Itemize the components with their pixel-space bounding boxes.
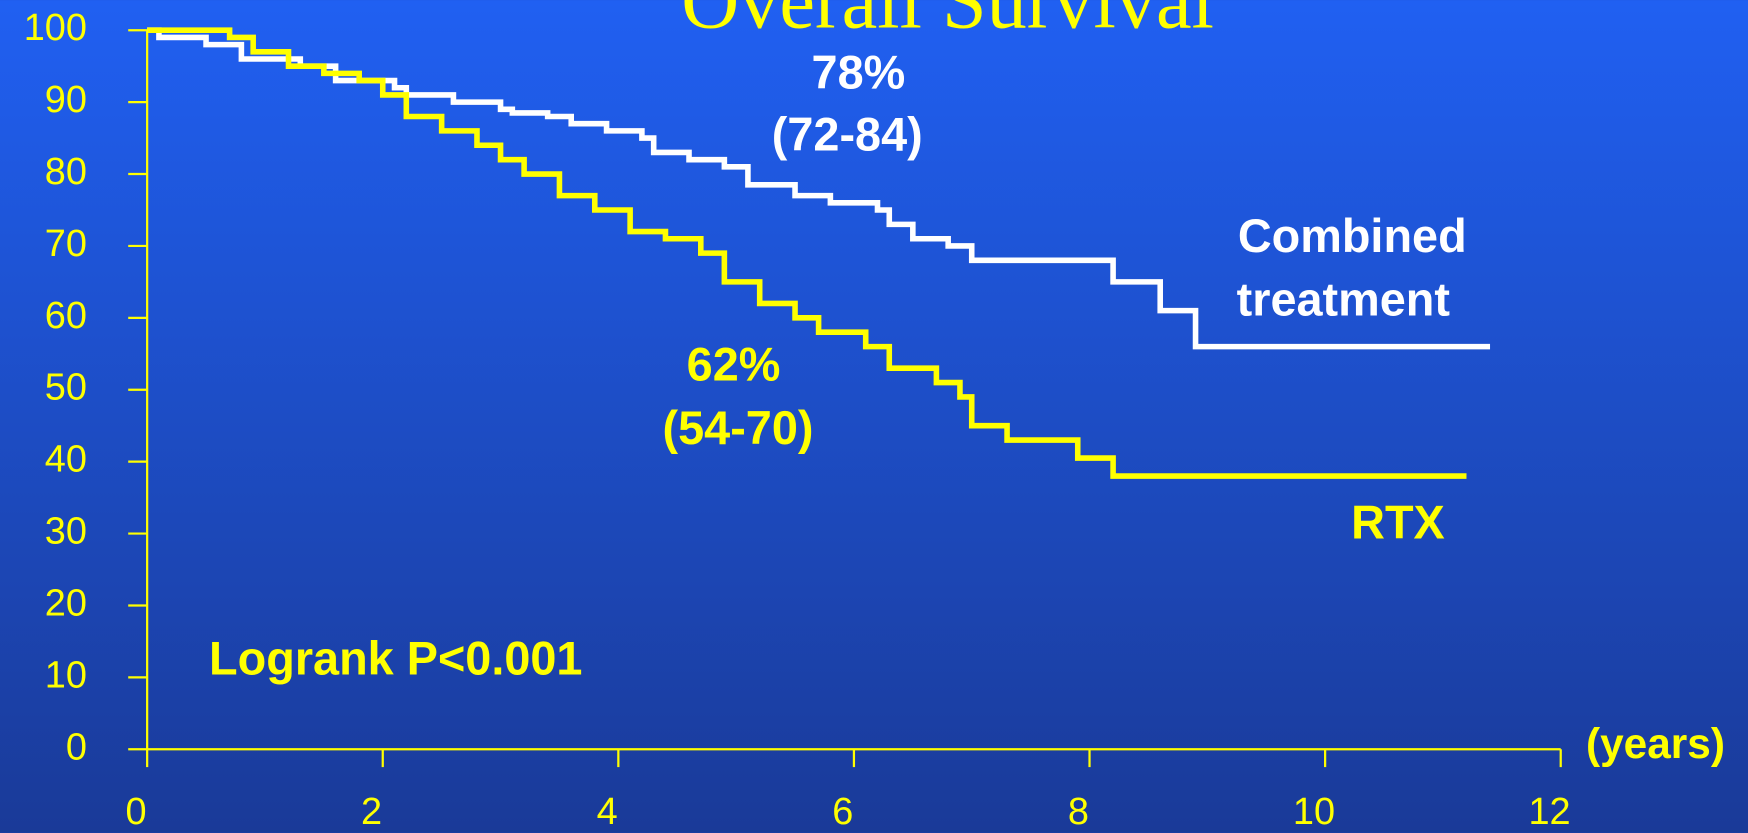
annotation: treatment — [1237, 274, 1451, 326]
y-tick-label: 10 — [45, 654, 87, 696]
x-tick-label: 0 — [125, 791, 146, 833]
annotation: 62% — [687, 338, 781, 390]
x-tick-label: 4 — [597, 791, 618, 833]
x-axis-label: (years) — [1586, 720, 1725, 767]
annotation: Combined — [1238, 210, 1467, 262]
annotation: (54-70) — [663, 402, 814, 454]
y-tick-label: 70 — [45, 223, 87, 265]
y-tick-label: 100 — [24, 7, 87, 49]
y-tick-label: 80 — [45, 151, 87, 193]
x-tick-label: 2 — [361, 791, 382, 833]
x-tick-label: 8 — [1068, 791, 1089, 833]
x-tick-label: 10 — [1293, 791, 1335, 833]
y-tick-label: 60 — [45, 295, 87, 337]
x-tick-label: 6 — [832, 791, 853, 833]
y-tick-label: 40 — [45, 439, 87, 481]
survival-curve — [147, 27, 1467, 479]
annotation: (72-84) — [772, 109, 923, 161]
annotation: 78% — [812, 46, 906, 98]
y-tick-label: 90 — [45, 79, 87, 121]
y-tick-label: 30 — [45, 511, 87, 553]
annotation: RTX — [1351, 497, 1445, 549]
y-tick-label: 20 — [45, 582, 87, 624]
annotation: Logrank P<0.001 — [209, 633, 582, 685]
y-tick-label: 0 — [66, 726, 87, 768]
chart-title: Overall Survival — [681, 0, 1214, 45]
x-tick-label: 12 — [1528, 791, 1570, 833]
y-tick-label: 50 — [45, 367, 87, 409]
